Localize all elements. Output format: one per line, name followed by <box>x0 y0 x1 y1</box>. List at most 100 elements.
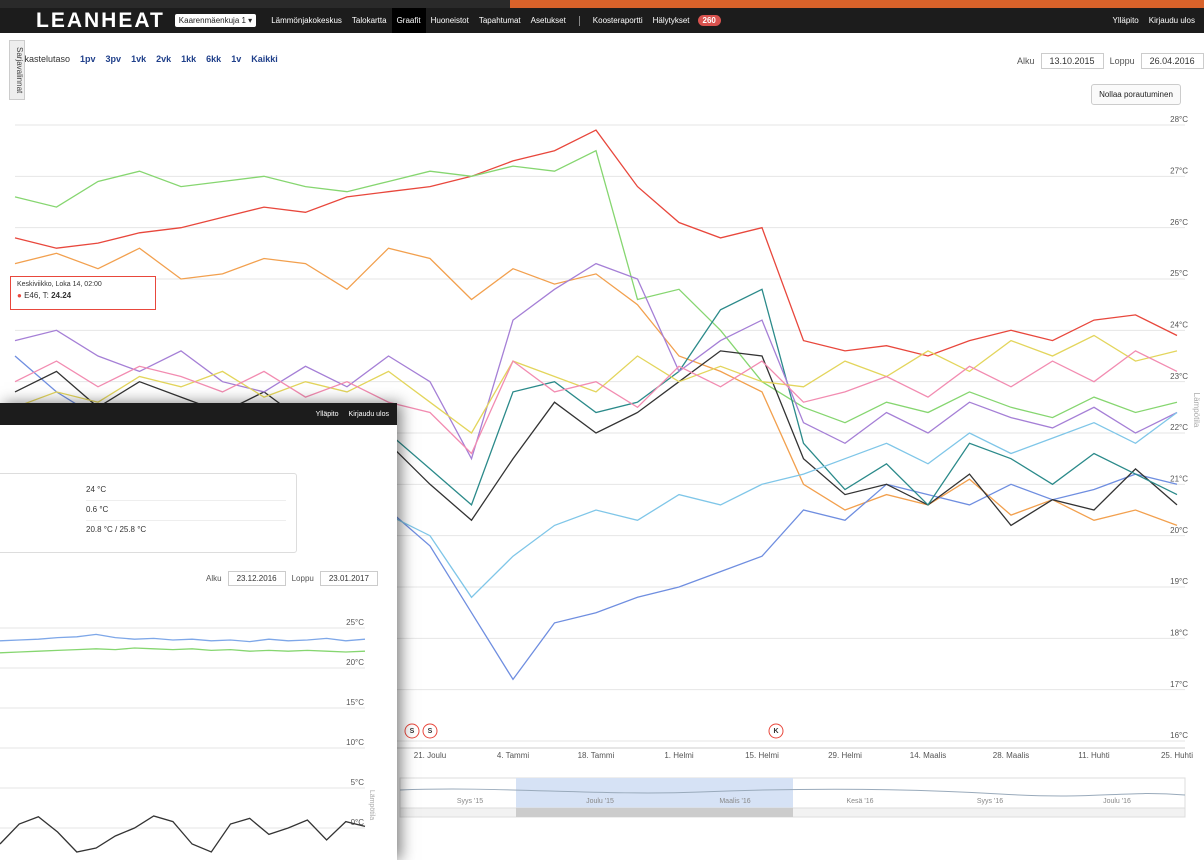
nav-link[interactable]: Hälytykset <box>652 16 690 25</box>
range-button[interactable]: 1vk <box>131 54 147 64</box>
nav-link[interactable]: Asetukset <box>530 16 566 25</box>
x-tick-label: 11. Huhti <box>1078 751 1110 760</box>
tooltip-series: E46 <box>24 291 39 300</box>
range-button[interactable]: 2vk <box>156 54 172 64</box>
nav-link[interactable]: Ylläpito <box>1112 16 1139 25</box>
x-tick-label: 21. Joulu <box>414 751 446 760</box>
x-tick-label: 18. Tammi <box>578 751 615 760</box>
navigator-label: Syys '15 <box>457 798 483 805</box>
series-line <box>14 350 1178 455</box>
y-tick-label: 10°C <box>346 738 364 747</box>
y-tick-label: 19°C <box>1170 577 1188 586</box>
nav-link[interactable]: Tapahtumat <box>478 16 521 25</box>
nav-link[interactable]: Graafit <box>391 8 426 33</box>
end-label: Loppu <box>291 574 314 583</box>
series-line <box>0 633 366 643</box>
info-box: 24 °C 0.6 °C 20.8 °C / 25.8 °C <box>0 473 297 553</box>
nav-link[interactable]: Ylläpito <box>315 410 339 418</box>
navigator-label: Maalis '16 <box>719 798 750 805</box>
flag <box>422 723 438 739</box>
flag-label[interactable]: S <box>410 728 415 735</box>
start-label: Alku <box>1017 56 1035 66</box>
reset-button[interactable]: Nollaa porautuminen <box>1091 84 1181 105</box>
tooltip: Keskiviikko, Loka 14, 02:00 ● E46, T: 24… <box>10 276 156 310</box>
x-tick-label: 4. Tammi <box>497 751 530 760</box>
flag <box>404 723 420 739</box>
tooltip-title: Keskiviikko, Loka 14, 02:00 <box>17 281 102 288</box>
links: Lämmönjakokeskus Talokartta Graafit Huoneis… <box>266 8 571 33</box>
end-input[interactable]: 26.04.2016 <box>1140 53 1204 69</box>
range-button[interactable]: 1v <box>231 54 242 64</box>
y-tick-label: 25°C <box>346 618 364 627</box>
y-tick-label: 25°C <box>1170 269 1188 278</box>
info-value: 20.8 °C / 25.8 °C <box>86 525 147 534</box>
nav-link[interactable]: Talokartta <box>351 16 387 25</box>
y-tick-label: 28°C <box>1170 115 1188 124</box>
brand: LEANHEAT <box>36 8 165 32</box>
range-button[interactable]: Kaikki <box>251 54 278 64</box>
nav-link[interactable]: Huoneistot <box>430 16 469 25</box>
x-tick-label: 29. Helmi <box>828 751 862 760</box>
navigator-label: Joulu '16 <box>1103 798 1131 805</box>
flag <box>768 723 784 739</box>
nav-bar: Ylläpito Kirjaudu ulos <box>0 403 397 425</box>
navigator-line <box>399 788 1186 797</box>
nav-link[interactable]: Koosteraportti <box>592 16 643 25</box>
scrollbar-thumb[interactable] <box>516 808 793 817</box>
x-tick-label: 14. Maalis <box>910 751 946 760</box>
info-value: 24 °C <box>86 480 286 501</box>
y-tick-label: 17°C <box>1170 680 1188 689</box>
separator <box>578 15 580 26</box>
start-input[interactable]: 23.12.2016 <box>227 571 286 586</box>
tooltip-value: 24.24 <box>51 291 72 300</box>
end-input[interactable]: 23.01.2017 <box>319 571 378 586</box>
flag-label[interactable]: K <box>773 728 778 735</box>
y-tick-label: 22°C <box>1170 423 1188 432</box>
background <box>0 0 510 8</box>
range-label: Tarkastelutaso <box>12 54 71 64</box>
nav-link[interactable]: Kirjaudu ulos <box>348 410 389 418</box>
navigator-label: Kesä '16 <box>846 798 873 805</box>
y-tick-label: 5°C <box>351 778 365 787</box>
range-button[interactable]: 1pv <box>80 54 96 64</box>
range-button[interactable]: 6kk <box>206 54 222 64</box>
start-input[interactable]: 13.10.2015 <box>1040 53 1104 69</box>
background <box>510 0 1204 8</box>
flag-label[interactable]: S <box>428 728 433 735</box>
nav-bar: LEANHEAT Kaarenmäenkuja 1 ▾ Lämmönjakoke… <box>0 8 1204 33</box>
series-line <box>14 129 1178 357</box>
toolbar: Tarkastelutaso 1pv 3pv 1vk 2vk 1kk 6kk 1v Kaikki <box>12 54 278 64</box>
series-line <box>0 815 366 853</box>
x-tick-label: 15. Helmi <box>745 751 779 760</box>
y-axis-title: Lämpötila <box>1192 393 1201 428</box>
y-tick-label: 20°C <box>346 658 364 667</box>
second-window: Ylläpito Kirjaudu ulos 24 °C 0.6 °C 20.8… <box>0 403 397 860</box>
series-line <box>14 262 1178 461</box>
navigator-label: Syys '16 <box>977 798 1003 805</box>
links: Koosteraportti Hälytykset 260 <box>588 8 721 33</box>
navigator-label: Joulu '15 <box>586 798 614 805</box>
tooltip-label: T: <box>42 291 49 300</box>
side-tab[interactable]: Sarjavalinnat <box>9 40 25 100</box>
range-button[interactable]: 1kk <box>181 54 197 64</box>
series-line <box>14 334 1178 434</box>
y-tick-label: 24°C <box>1170 320 1188 329</box>
building: Kaarenmäenkuja 1 <box>178 16 246 25</box>
end-label: Loppu <box>1109 56 1135 66</box>
y-axis-title: Lämpötila <box>368 790 375 820</box>
nav-link[interactable]: Lämmönjakokeskus <box>271 16 342 25</box>
y-tick-label: 15°C <box>346 698 364 707</box>
range-button[interactable]: 3pv <box>105 54 122 64</box>
x-tick-label: 25. Huhti <box>1161 751 1193 760</box>
info-value: 0.6 °C <box>86 500 286 521</box>
date-range: Alku 13.10.2015 Loppu 26.04.2016 <box>1017 53 1204 69</box>
x-tick-label: 28. Maalis <box>993 751 1029 760</box>
y-tick-label: 21°C <box>1170 474 1188 483</box>
building-select[interactable]: Kaarenmäenkuja 1 ▾ <box>174 14 257 27</box>
nav-link[interactable]: Kirjaudu ulos <box>1148 16 1195 25</box>
start-label: Alku <box>206 574 222 583</box>
alarm-badge: 260 <box>697 15 721 26</box>
y-tick-label: 20°C <box>1170 526 1188 535</box>
